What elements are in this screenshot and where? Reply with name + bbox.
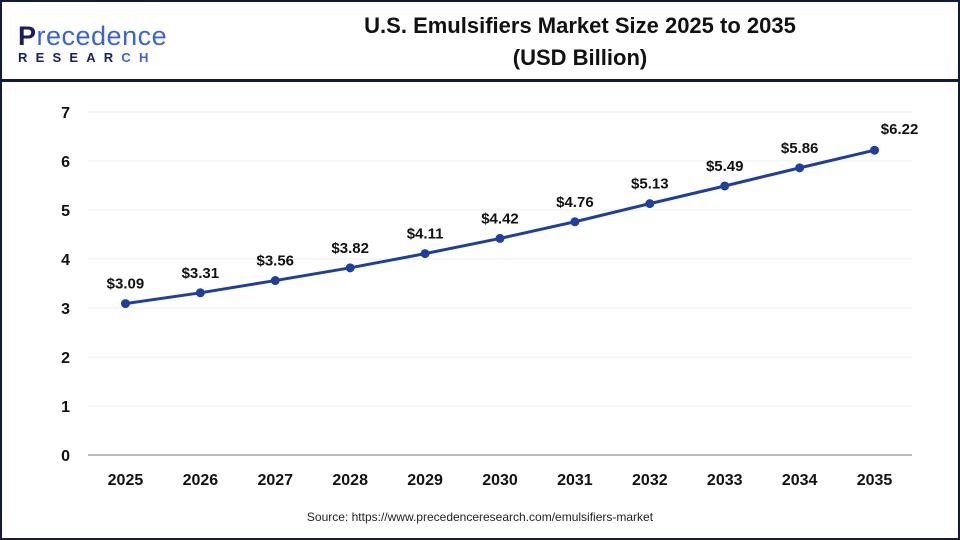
- x-tick-label: 2030: [482, 472, 518, 489]
- data-label: $3.31: [182, 265, 220, 282]
- x-tick-label: 2032: [632, 472, 668, 489]
- y-tick-label: 7: [61, 105, 70, 122]
- data-label: $5.13: [631, 176, 669, 193]
- data-point: [870, 145, 880, 155]
- data-label: $5.86: [781, 140, 819, 157]
- data-label: $4.76: [556, 194, 594, 211]
- x-tick-label: 2028: [332, 472, 368, 489]
- x-tick-label: 2035: [857, 472, 893, 489]
- y-tick-label: 4: [61, 252, 70, 269]
- x-tick-label: 2033: [707, 472, 743, 489]
- y-tick-label: 5: [61, 203, 70, 220]
- logo-sub: RESEAR: [18, 50, 122, 65]
- data-point: [420, 249, 430, 259]
- y-tick-label: 0: [61, 448, 70, 465]
- y-tick-label: 1: [61, 399, 70, 416]
- logo-word: recedence: [36, 21, 168, 51]
- data-point: [195, 288, 205, 298]
- data-point: [645, 199, 655, 209]
- logo-p: P: [18, 21, 37, 51]
- precedence-research-logo: Precedence RESEARCH: [18, 22, 167, 66]
- x-tick-label: 2027: [257, 472, 293, 489]
- data-point: [495, 233, 505, 243]
- data-label: $3.82: [331, 240, 369, 257]
- y-tick-label: 3: [61, 301, 70, 318]
- x-tick-label: 2034: [782, 472, 818, 489]
- source-text: Source: https://www.precedenceresearch.c…: [306, 510, 654, 524]
- data-label: $3.56: [256, 253, 294, 270]
- logo-sub-end: CH: [121, 50, 157, 65]
- data-point: [570, 217, 580, 227]
- y-tick-label: 6: [61, 154, 70, 171]
- x-tick-label: 2029: [407, 472, 443, 489]
- data-label: $4.42: [481, 210, 519, 227]
- header-divider: [0, 79, 960, 82]
- data-point: [795, 163, 805, 173]
- data-point: [345, 263, 355, 273]
- y-tick-label: 2: [61, 350, 70, 367]
- x-tick-label: 2025: [108, 472, 144, 489]
- data-label: $5.49: [706, 158, 744, 175]
- data-point: [720, 181, 730, 191]
- data-point: [270, 276, 280, 286]
- data-point: [120, 299, 130, 309]
- title-line-1: U.S. Emulsifiers Market Size 2025 to 203…: [364, 13, 796, 38]
- x-tick-label: 2031: [557, 472, 593, 489]
- chart-title: U.S. Emulsifiers Market Size 2025 to 203…: [280, 10, 880, 74]
- data-label: $6.22: [881, 121, 919, 138]
- data-label: $3.09: [107, 276, 145, 293]
- x-tick-label: 2026: [183, 472, 219, 489]
- title-line-2: (USD Billion): [512, 45, 648, 70]
- data-label: $4.11: [407, 226, 444, 243]
